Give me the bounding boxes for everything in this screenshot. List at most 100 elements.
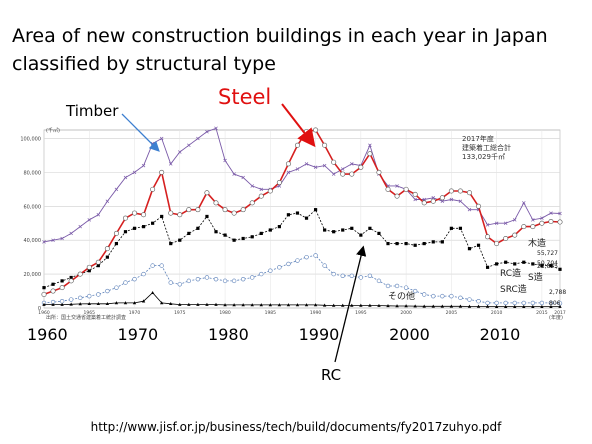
data-point-src (358, 275, 364, 280)
x-tick-label: 2000 (400, 310, 412, 316)
data-point-steel (322, 142, 328, 148)
decade-label: 2000 (389, 325, 430, 344)
data-point-rc (368, 226, 372, 230)
data-point-steel (521, 224, 527, 230)
data-point-timber (558, 211, 562, 216)
x-tick-label: 2005 (446, 310, 458, 316)
series-line-other (44, 292, 560, 308)
data-point-rc (141, 225, 146, 229)
data-point-other (531, 304, 535, 308)
data-point-src (376, 278, 382, 284)
data-point-src (59, 299, 65, 304)
data-point-rc (431, 240, 435, 244)
data-point-timber (168, 162, 173, 166)
data-point-steel (376, 169, 382, 175)
data-point-rc (549, 264, 553, 268)
x-tick-label: 1985 (265, 310, 277, 316)
data-point-other (513, 304, 517, 308)
data-point-steel (132, 210, 138, 216)
data-point-steel (530, 224, 536, 230)
data-point-timber (286, 170, 291, 175)
data-point-other (123, 301, 128, 305)
data-point-steel (95, 259, 101, 265)
data-point-src (422, 292, 427, 297)
data-point-steel (485, 234, 491, 240)
x-tick-label: 1975 (174, 310, 186, 316)
data-point-other (277, 303, 282, 307)
data-point-rc (187, 231, 191, 236)
data-point-other (78, 302, 82, 306)
x-tick-label: 1995 (355, 310, 367, 316)
data-point-steel (313, 127, 319, 133)
series-name-rc: RC造 (500, 267, 521, 279)
steel-annotation: Steel (218, 85, 271, 109)
data-point-other (458, 304, 463, 308)
data-point-other (304, 303, 309, 307)
data-point-steel (512, 232, 518, 238)
data-point-rc (495, 262, 499, 266)
data-point-rc (449, 226, 453, 230)
series-end-value-rc: 22,825 (537, 263, 558, 270)
data-point-src (367, 273, 373, 278)
data-point-steel (231, 210, 237, 216)
data-point-steel (466, 190, 472, 196)
data-point-timber (449, 197, 454, 202)
data-point-other (386, 303, 390, 308)
title-line-1: Area of new construction buildings in ea… (12, 25, 548, 47)
data-point-other (250, 303, 254, 307)
data-point-rc (458, 226, 463, 230)
x-tick-label: 1960 (38, 310, 50, 316)
data-point-steel (150, 186, 156, 192)
data-point-timber (259, 187, 264, 192)
data-point-src (68, 297, 74, 302)
data-point-timber (114, 187, 119, 192)
data-point-steel (439, 195, 445, 201)
data-point-src (87, 293, 92, 299)
data-point-src (141, 271, 146, 277)
data-point-other (467, 304, 472, 308)
inset-total: 2017年度 建築着工総合計 133,029千㎡ (462, 134, 511, 161)
steel-arrow (281, 103, 316, 148)
data-point-other (404, 304, 408, 308)
data-point-timber (350, 162, 354, 166)
data-point-timber (522, 201, 526, 205)
data-point-timber (431, 196, 436, 200)
data-point-src (250, 275, 255, 280)
data-point-rc (313, 208, 318, 212)
series-line-src (43, 254, 561, 304)
data-point-rc (123, 230, 128, 234)
data-point-src (96, 292, 101, 297)
data-point-steel (285, 161, 291, 167)
data-point-other (51, 302, 55, 306)
data-point-other (395, 304, 399, 308)
data-point-steel (86, 264, 92, 270)
data-point-timber (132, 170, 137, 175)
timber-arrow (121, 113, 160, 152)
data-point-rc (359, 233, 363, 237)
data-point-other (259, 303, 263, 307)
data-point-rc (323, 228, 327, 232)
x-tick-label: 2010 (491, 310, 503, 316)
series-line-timber (43, 127, 561, 243)
decade-label: 1970 (118, 325, 159, 344)
data-point-src (304, 254, 309, 260)
x-tick-label: 2017 (554, 310, 566, 316)
data-point-other (187, 302, 191, 306)
source-url: http://www.jisf.or.jp/business/tech/buil… (90, 420, 502, 434)
data-point-rc (558, 267, 562, 271)
data-point-other (449, 304, 454, 308)
data-point-steel (41, 291, 47, 297)
data-point-rc (540, 264, 544, 268)
data-point-steel (68, 278, 74, 284)
data-point-src (159, 263, 164, 268)
data-point-rc (223, 233, 227, 237)
data-point-src (485, 300, 490, 306)
data-point-src (123, 280, 128, 285)
data-point-src (277, 265, 282, 270)
decade-labels: 1960 1970 1980 1990 2000 2010 (27, 325, 520, 344)
data-point-rc (522, 260, 526, 264)
data-point-steel (249, 200, 255, 206)
data-point-steel (258, 193, 264, 199)
data-point-other (413, 304, 417, 308)
data-point-other (313, 303, 318, 307)
